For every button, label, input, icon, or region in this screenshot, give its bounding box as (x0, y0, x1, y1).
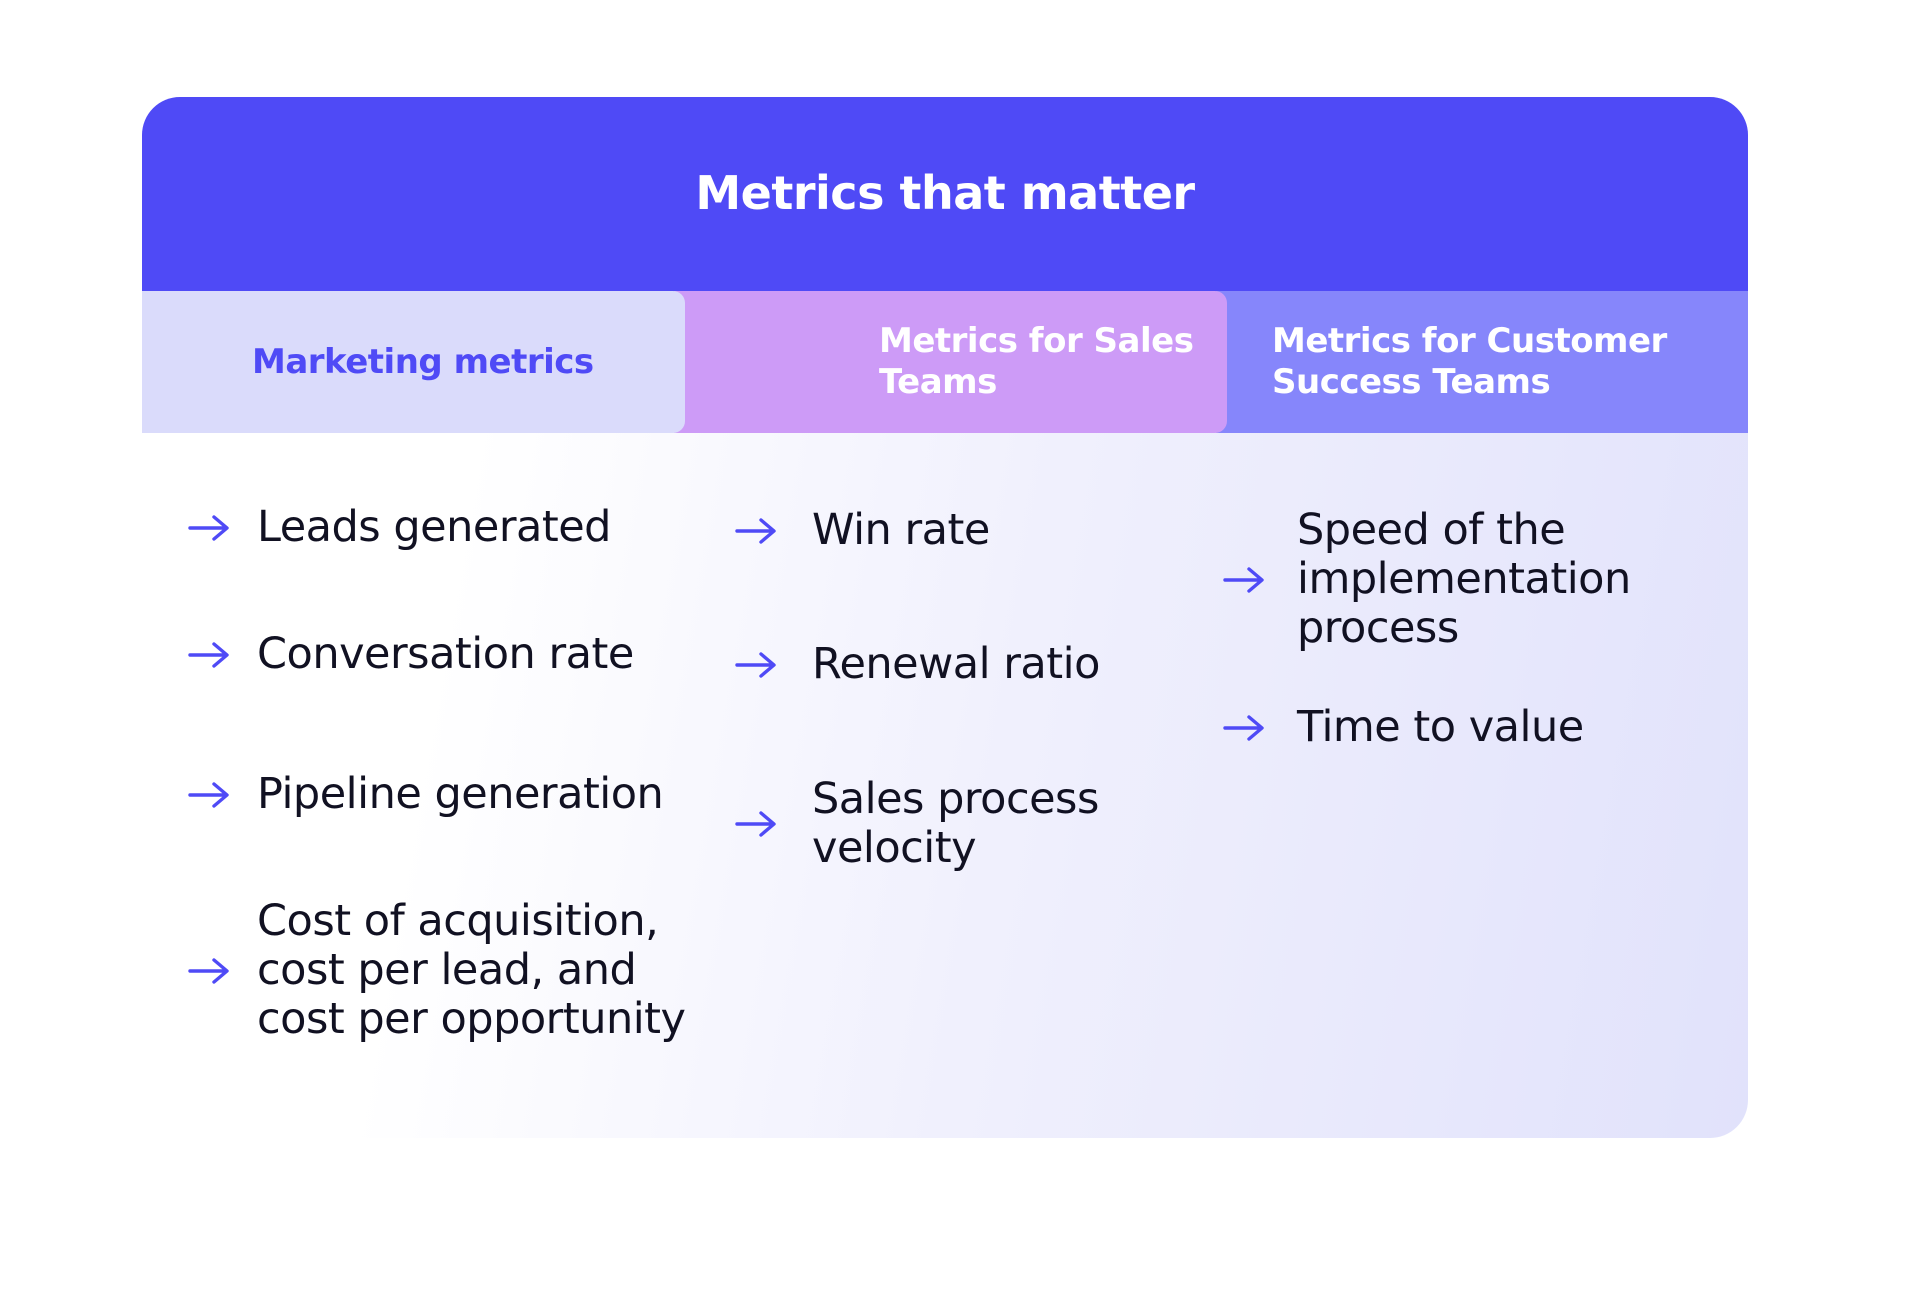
arrow-right-icon (188, 957, 229, 984)
title-bar: Metrics that matter (142, 97, 1748, 292)
sales-item-renewal: Renewal ratio (812, 639, 1100, 689)
metrics-card: Metrics that matter Marketing metrics Me… (142, 97, 1748, 1138)
arrow-right-icon (188, 514, 229, 541)
sales-item-velocity: Sales process velocity (812, 774, 1099, 873)
arrow-right-icon (1223, 714, 1264, 741)
tab-label-sales: Metrics for Sales Teams (879, 321, 1194, 402)
arrow-right-icon (735, 811, 776, 837)
tab-customer-success-metrics: Metrics for Customer Success Teams (1216, 291, 1748, 433)
tab-label-customer-success: Metrics for Customer Success Teams (1272, 321, 1667, 402)
list-item: Leads generated (188, 503, 611, 552)
list-item: Win rate (735, 506, 990, 555)
marketing-item-conversation: Conversation rate (257, 629, 634, 679)
card-title: Metrics that matter (695, 165, 1195, 220)
tab-marketing-metrics: Marketing metrics (142, 291, 685, 433)
list-item: Pipeline generation (188, 769, 664, 819)
list-item: Sales process velocity (735, 775, 1099, 873)
cs-item-time-to-value: Time to value (1297, 702, 1584, 752)
tab-label-marketing: Marketing metrics (252, 341, 594, 382)
list-item: Time to value (1223, 703, 1584, 752)
arrow-right-icon (188, 641, 229, 668)
list-item: Speed of the implementation process (1223, 506, 1631, 653)
list-item: Conversation rate (188, 630, 634, 679)
marketing-item-cost: Cost of acquisition, cost per lead, and … (257, 896, 686, 1044)
marketing-item-pipeline: Pipeline generation (257, 769, 664, 819)
tab-sales-metrics: Metrics for Sales Teams (674, 291, 1227, 433)
arrow-right-icon (735, 651, 776, 678)
list-item: Renewal ratio (735, 640, 1100, 689)
arrow-right-icon (1223, 566, 1264, 593)
marketing-item-leads: Leads generated (257, 502, 611, 552)
arrow-right-icon (188, 781, 229, 808)
cs-item-implementation: Speed of the implementation process (1297, 505, 1631, 653)
arrow-right-icon (735, 517, 776, 544)
list-item: Cost of acquisition, cost per lead, and … (188, 896, 686, 1044)
sales-item-win-rate: Win rate (812, 505, 990, 555)
